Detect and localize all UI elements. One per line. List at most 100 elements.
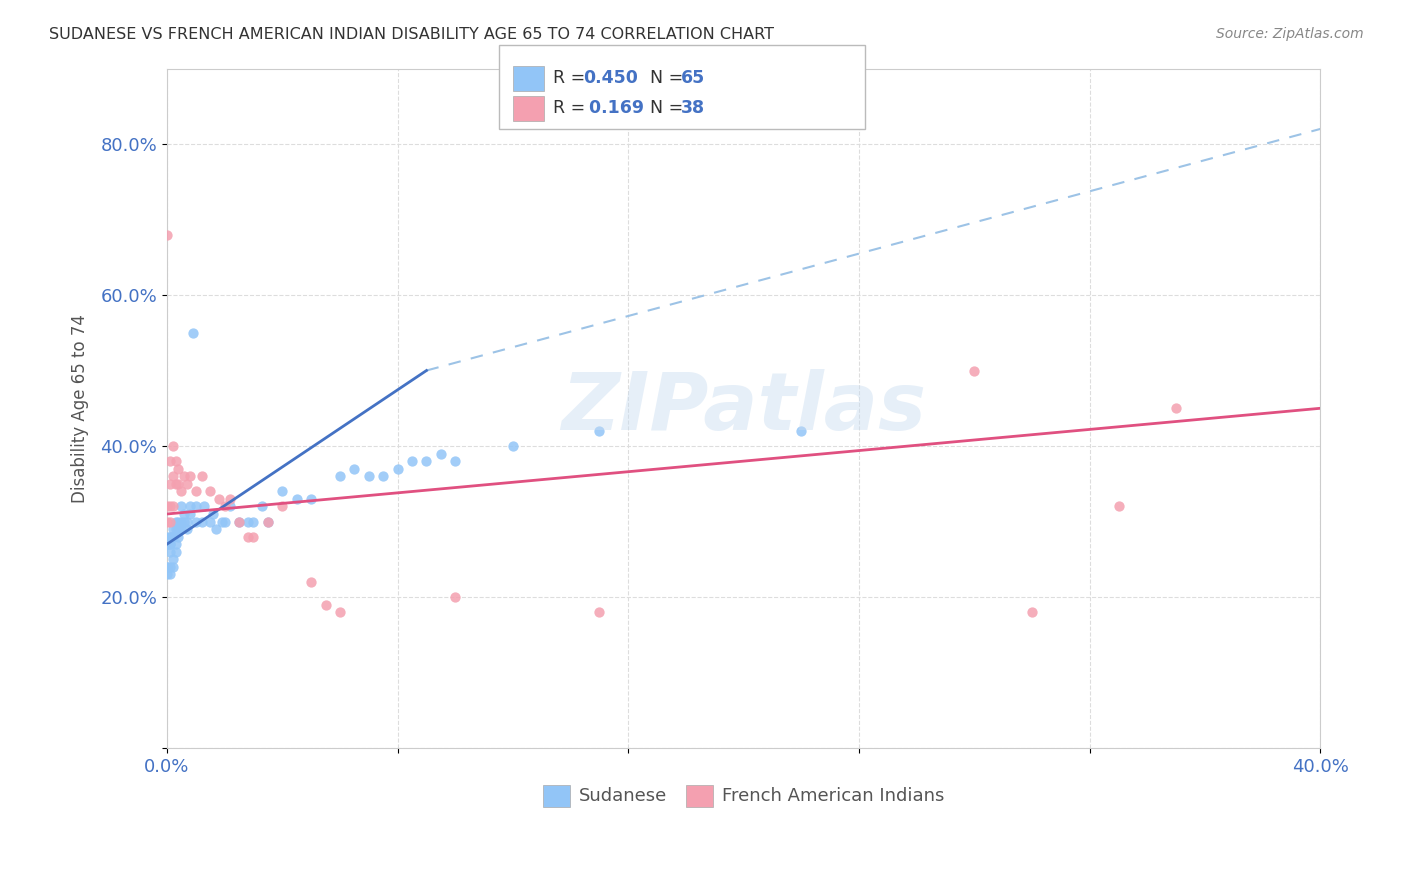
Text: ZIPatlas: ZIPatlas [561,369,927,447]
Point [167,476,190,491]
Point [162,500,184,514]
Point [165,454,187,468]
Point [170,500,193,514]
Text: 0.450: 0.450 [583,70,638,87]
Point [162,530,184,544]
Y-axis label: Disability Age 65 to 74: Disability Age 65 to 74 [72,314,89,503]
Point [790,424,813,438]
Point [387,461,409,475]
Point [257,515,280,529]
Point [162,522,184,536]
Point [162,530,184,544]
Point [1108,500,1130,514]
Point [228,515,250,529]
Point [156,227,179,242]
Point [202,507,225,521]
Point [205,522,228,536]
Point [159,537,181,551]
Point [1021,605,1043,619]
Point [159,567,181,582]
Point [165,545,187,559]
Text: R =: R = [553,99,585,117]
Text: N =: N = [650,70,683,87]
Point [430,446,453,460]
Point [401,454,423,468]
Text: 0.169: 0.169 [583,99,644,117]
Point [159,454,181,468]
Point [165,476,187,491]
Point [156,530,179,544]
Point [159,559,181,574]
Point [236,530,259,544]
Point [200,515,222,529]
Text: SUDANESE VS FRENCH AMERICAN INDIAN DISABILITY AGE 65 TO 74 CORRELATION CHART: SUDANESE VS FRENCH AMERICAN INDIAN DISAB… [49,27,775,42]
Point [167,522,190,536]
Point [444,590,467,604]
Point [184,515,207,529]
Point [250,500,273,514]
Point [242,530,264,544]
Point [963,363,986,377]
Point [1166,401,1188,416]
Point [357,469,380,483]
Point [156,559,179,574]
Text: R =: R = [553,70,585,87]
Point [173,507,195,521]
Point [165,515,187,529]
Text: N =: N = [650,99,683,117]
Point [373,469,395,483]
Point [179,469,201,483]
Point [190,515,212,529]
Point [165,522,187,536]
Point [208,491,231,506]
Point [444,454,467,468]
Point [588,605,610,619]
Point [165,537,187,551]
Point [588,424,610,438]
Point [299,491,322,506]
Point [176,522,198,536]
Point [159,476,181,491]
Point [167,515,190,529]
Point [285,491,308,506]
Point [271,484,294,499]
Point [170,522,193,536]
Point [236,515,259,529]
Point [179,500,201,514]
Point [170,484,193,499]
Point [162,439,184,453]
Point [159,530,181,544]
Point [156,559,179,574]
Point [181,326,204,340]
Point [502,439,524,453]
Point [162,559,184,574]
Point [329,469,352,483]
Point [159,545,181,559]
Point [176,515,198,529]
Point [214,515,236,529]
Point [184,500,207,514]
Point [211,515,233,529]
Point [156,567,179,582]
Point [315,598,337,612]
Point [162,469,184,483]
Point [184,484,207,499]
Point [162,552,184,566]
Point [173,515,195,529]
Text: 38: 38 [681,99,704,117]
Point [156,515,179,529]
Point [173,469,195,483]
Point [415,454,437,468]
Point [271,500,294,514]
Point [200,484,222,499]
Point [242,515,264,529]
Point [343,461,366,475]
Text: 65: 65 [681,70,704,87]
Point [219,500,242,514]
Point [214,500,236,514]
Point [176,476,198,491]
Point [299,574,322,589]
Point [179,507,201,521]
Point [159,515,181,529]
Point [156,537,179,551]
